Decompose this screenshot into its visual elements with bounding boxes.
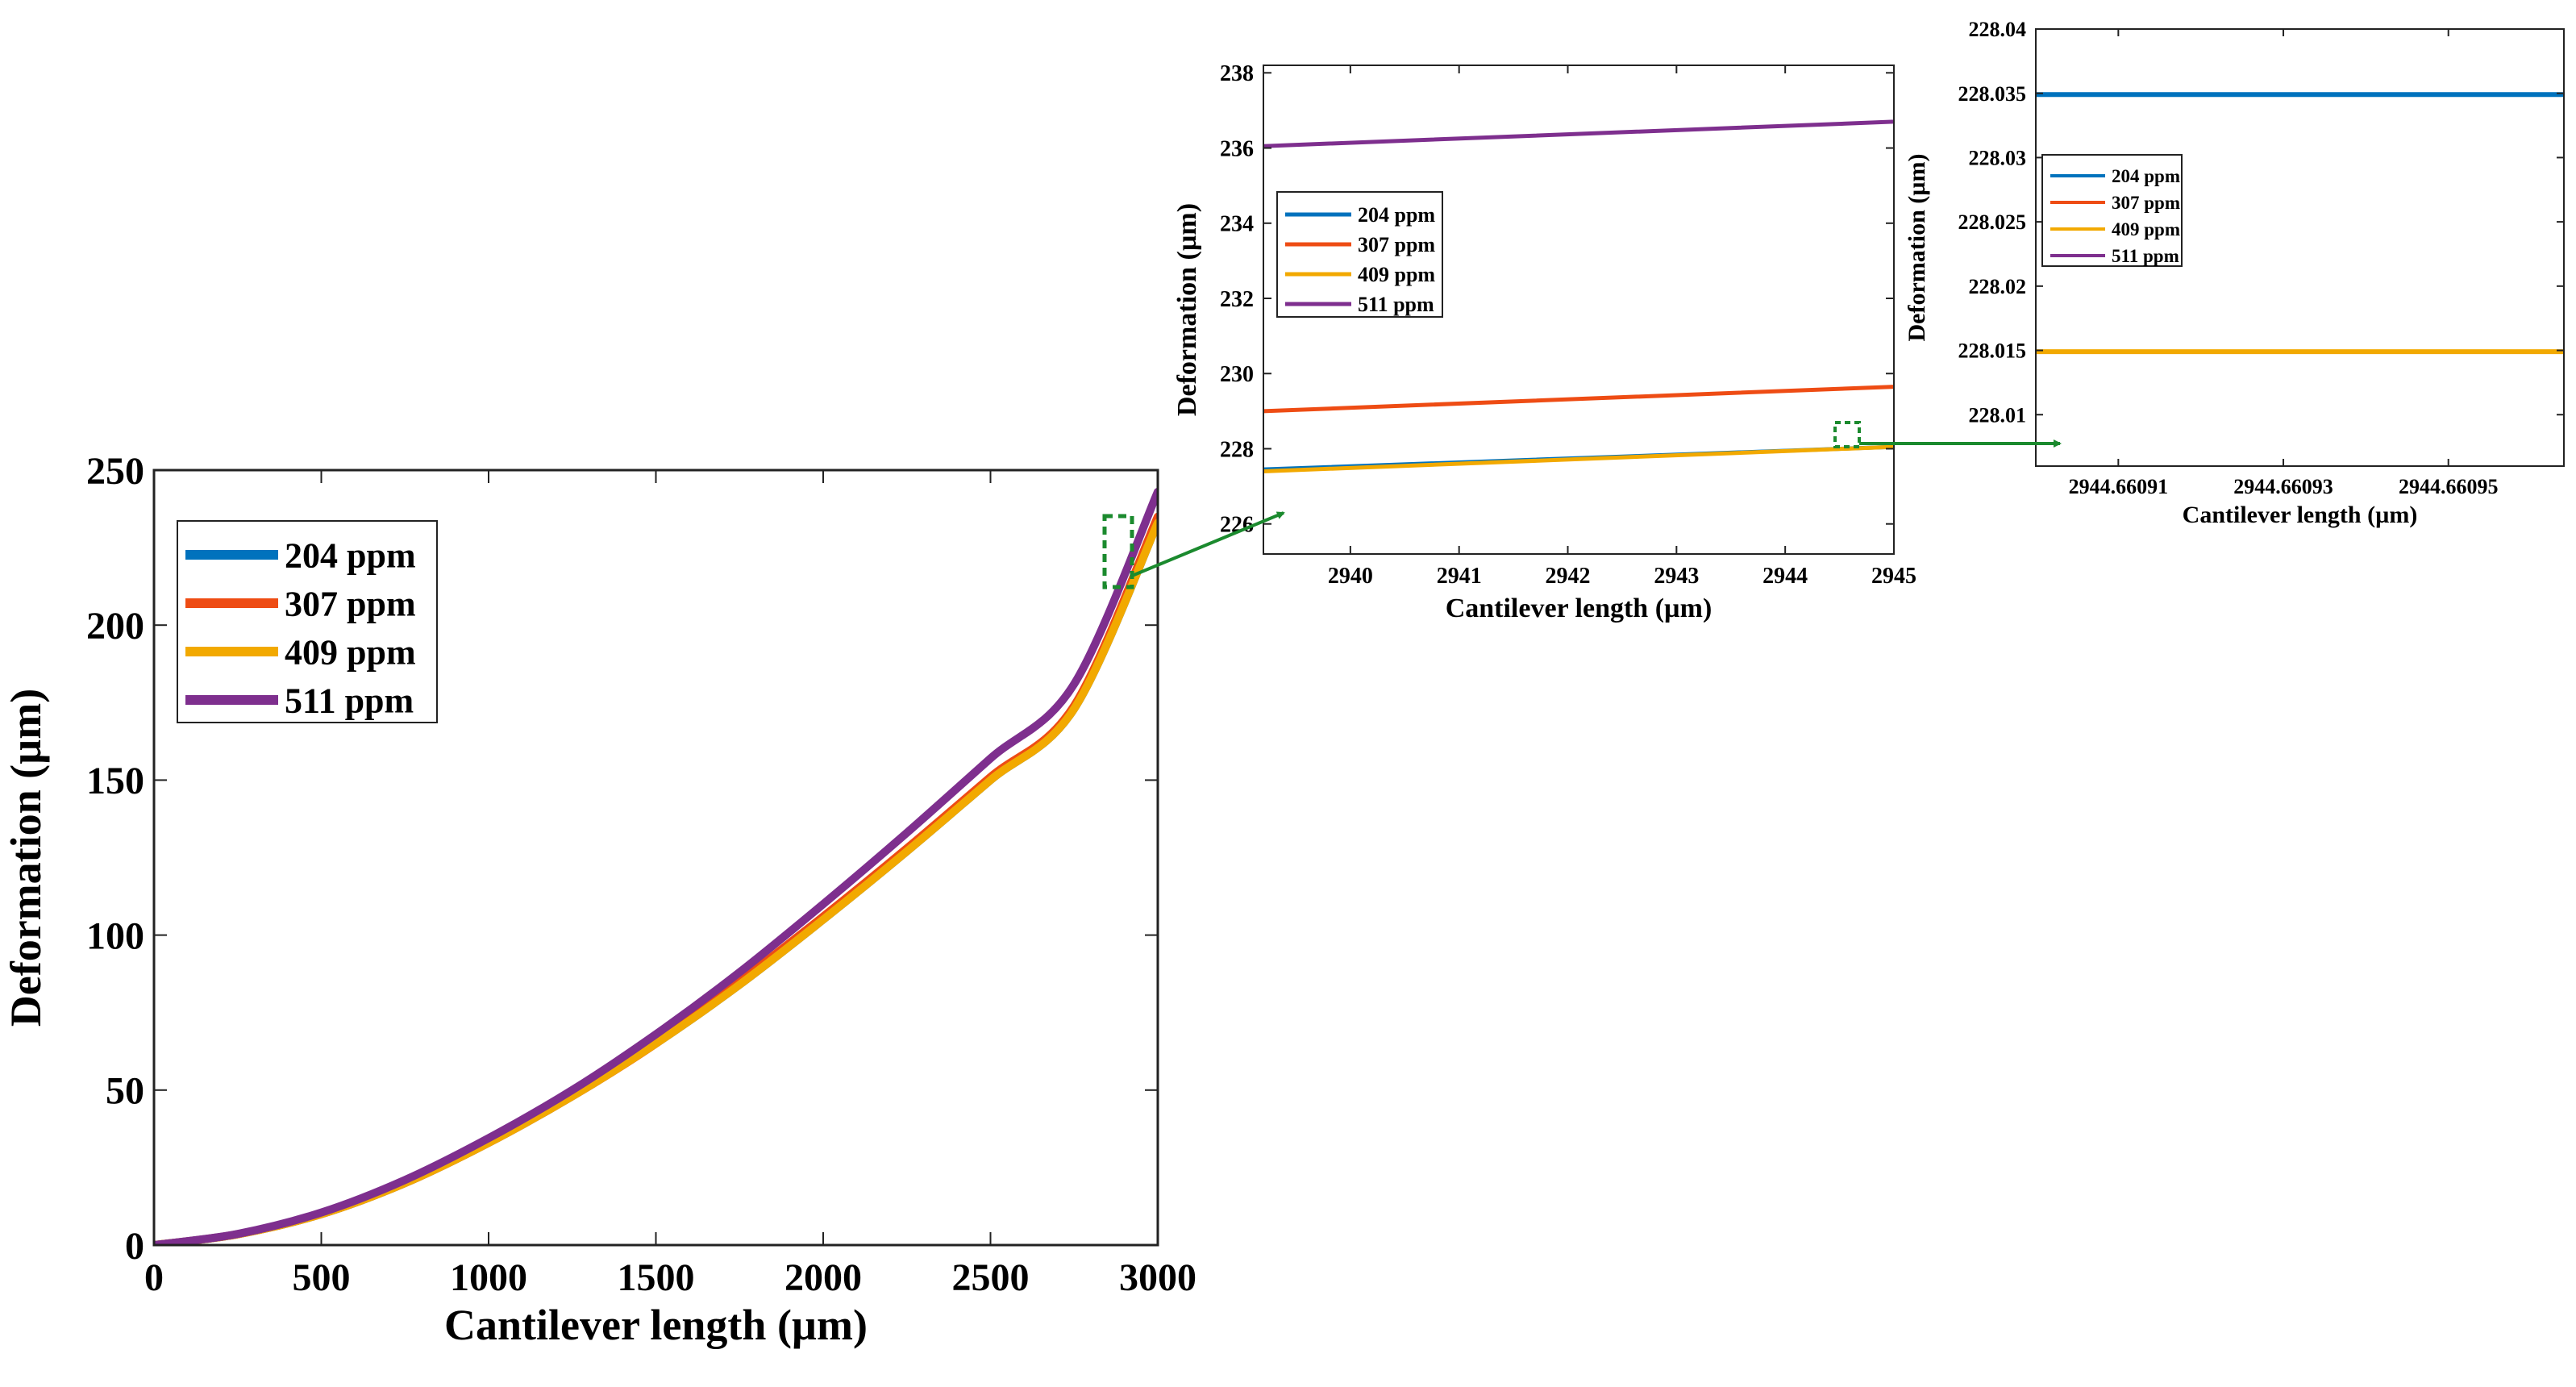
y-tick-label: 200 [86,605,144,648]
y-axis-label: Deformation (µm) [2,689,50,1027]
legend-label: 511 ppm [2112,246,2179,266]
legend-label: 204 ppm [285,535,416,575]
y-tick-label: 232 [1220,287,1254,312]
chart-zoom1: 2940 2941 2942 2943 2944 29452262282302322342… [1172,61,1916,623]
legend-label: 511 ppm [285,681,414,720]
legend-label: 307 ppm [2112,193,2180,213]
chart-main: 0 500 1000 1500 2000 2500 3000 0 50 100 150 200 250 C… [2,450,1196,1349]
x-axis-label: Cantilever length (µm) [2183,502,2418,528]
series-line-307-ppm [1263,385,1894,414]
y-tick-label: 250 [86,450,144,493]
legend-label: 204 ppm [1358,203,1435,227]
x-tick-label: 1000 [450,1256,527,1299]
y-axis-label: Deformation (µm) [1172,203,1202,416]
y-tick-label: 0 [125,1225,144,1268]
series-line-409-ppm [1263,444,1894,473]
y-tick-label: 228.015 [1958,339,2027,363]
y-tick-label: 230 [1220,362,1254,387]
y-tick-label: 236 [1220,136,1254,161]
y-tick-label: 150 [86,760,144,802]
legend: 204 ppm 307 ppm 409 ppm 511 ppm [2041,154,2183,267]
zoom-box-main [1102,514,1134,589]
chart-zoom2: 2944.66091 2944.66093 2944.66095 228.01 228.… [1904,18,2565,528]
x-tick-label: 2944.66093 [2233,475,2333,498]
legend-label: 204 ppm [2112,166,2180,186]
series-group [154,487,1158,1245]
series-line-511-ppm [1263,119,1894,148]
x-tick-label: 2944.66095 [2399,475,2499,498]
y-tick-label: 228 [1220,437,1254,462]
legend: 204 ppm 307 ppm 409 ppm 511 ppm [1276,191,1443,318]
x-tick-label: 1500 [618,1256,695,1299]
zoom-annotations [1102,421,2062,589]
y-tick-label: 228.025 [1958,210,2027,234]
axes-box [1263,65,1895,555]
x-tick-label: 2944.66091 [2069,475,2169,498]
x-tick-label: 2940 [1328,564,1373,589]
x-tick-label: 500 [293,1256,351,1299]
x-tick-label: 0 [144,1256,164,1299]
legend-label: 511 ppm [1358,293,1434,316]
legend-label: 307 ppm [1358,233,1435,256]
series-line-511-ppm [154,487,1158,1245]
legend-box [1276,191,1443,318]
x-axis-label: Cantilever length (µm) [1446,594,1712,623]
legend-label: 409 ppm [285,632,416,672]
axes-box [2035,28,2565,467]
series-group [1263,119,1894,473]
legend-label: 307 ppm [285,584,416,623]
y-tick-label: 228.02 [1969,275,2027,298]
y-tick-label: 228.03 [1969,147,2027,170]
y-tick-label: 238 [1220,61,1254,86]
legend-label: 409 ppm [1358,263,1435,286]
y-tick-label: 228.01 [1969,403,2027,427]
y-tick-label: 100 [86,914,144,957]
x-tick-label: 2941 [1437,564,1482,589]
y-tick-label: 228.035 [1958,82,2027,106]
x-tick-label: 2944 [1762,564,1808,589]
x-tick-label: 2500 [952,1256,1030,1299]
y-tick-label: 234 [1220,212,1254,237]
x-tick-label: 2000 [784,1256,862,1299]
x-tick-label: 3000 [1119,1256,1196,1299]
zoom-box-zoom1 [1833,421,1861,448]
legend: 204 ppm 307 ppm 409 ppm 511 ppm [177,520,438,723]
x-tick-label: 2942 [1546,564,1591,589]
legend-box [2041,154,2183,267]
x-axis-label: Cantilever length (µm) [444,1301,868,1349]
y-tick-label: 50 [106,1070,144,1113]
y-tick-label: 228.04 [1969,18,2027,41]
zoom-arrow-main [1131,511,1285,577]
series-group [2036,92,2564,355]
x-tick-label: 2943 [1654,564,1699,589]
x-tick-label: 2945 [1871,564,1916,589]
legend-label: 409 ppm [2112,219,2180,239]
y-axis-label: Deformation (µm) [1904,153,1930,341]
